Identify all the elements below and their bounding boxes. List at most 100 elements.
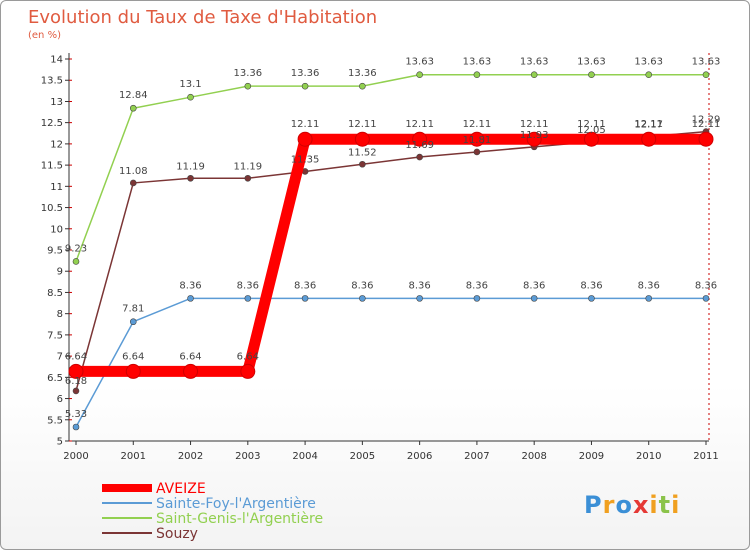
data-label: 6.64 bbox=[237, 351, 259, 362]
series-point bbox=[416, 153, 423, 161]
data-label: 12.11 bbox=[291, 119, 320, 130]
series-point bbox=[354, 131, 370, 147]
x-tick-label: 2008 bbox=[521, 451, 546, 462]
data-label: 13.36 bbox=[348, 68, 377, 79]
series-point bbox=[469, 131, 485, 147]
series-point bbox=[473, 71, 481, 79]
series-point bbox=[129, 179, 137, 187]
data-label: 8.36 bbox=[351, 280, 373, 291]
x-tick-label: 2003 bbox=[235, 451, 260, 462]
y-tick-label: 8 bbox=[57, 309, 63, 320]
y-tick-label: 5.5 bbox=[47, 415, 63, 426]
data-label: 12.11 bbox=[348, 119, 377, 130]
y-tick-label: 8.5 bbox=[47, 288, 63, 299]
y-tick-label: 6 bbox=[57, 394, 63, 405]
data-label: 11.08 bbox=[119, 166, 148, 177]
data-label: 9.23 bbox=[65, 243, 87, 254]
series-point bbox=[187, 93, 194, 101]
series-point bbox=[301, 295, 309, 302]
data-label: 11.93 bbox=[520, 130, 549, 141]
series-point bbox=[129, 104, 137, 112]
series-point bbox=[641, 131, 657, 147]
y-tick-label: 9.5 bbox=[47, 246, 63, 257]
y-tick-label: 5 bbox=[57, 437, 63, 448]
data-label: 6.18 bbox=[65, 376, 87, 387]
data-label: 13.63 bbox=[692, 57, 721, 68]
logo-letter: P bbox=[584, 491, 603, 519]
y-tick-label: 11 bbox=[50, 182, 63, 193]
data-label: 8.36 bbox=[409, 280, 431, 291]
y-tick-label: 10.5 bbox=[41, 203, 63, 214]
series-point bbox=[72, 423, 80, 431]
logo-letter: r bbox=[602, 491, 616, 519]
series-point bbox=[187, 295, 194, 302]
series-point bbox=[702, 71, 710, 79]
x-tick-label: 2009 bbox=[579, 451, 604, 462]
data-label: 13.36 bbox=[291, 68, 320, 79]
data-label: 13.63 bbox=[463, 57, 492, 68]
data-label: 12.11 bbox=[463, 119, 492, 130]
data-label: 6.64 bbox=[122, 351, 144, 362]
series-point bbox=[588, 71, 595, 79]
series-point bbox=[530, 295, 538, 302]
data-label: 12.84 bbox=[119, 90, 148, 101]
series-point bbox=[72, 258, 80, 265]
legend-label: Sainte-Foy-l'Argentière bbox=[156, 496, 316, 512]
data-label: 7.81 bbox=[122, 304, 144, 315]
logo-letter: o bbox=[615, 491, 633, 519]
data-label: 11.81 bbox=[463, 135, 492, 146]
series-point bbox=[240, 363, 256, 379]
unit-label: (en %) bbox=[28, 30, 61, 41]
data-label: 11.19 bbox=[233, 161, 262, 172]
logo-letter: i bbox=[649, 491, 659, 519]
x-tick-label: 2010 bbox=[636, 451, 661, 462]
x-tick-label: 2000 bbox=[63, 451, 88, 462]
y-tick-label: 13.5 bbox=[41, 76, 63, 87]
data-label: 12.17 bbox=[634, 120, 663, 131]
y-tick-label: 13 bbox=[50, 97, 63, 108]
data-label: 11.52 bbox=[348, 147, 377, 158]
data-label: 12.11 bbox=[520, 119, 549, 130]
data-label: 8.36 bbox=[523, 280, 545, 291]
chart-title: Evolution du Taux de Taxe d'Habitation bbox=[28, 7, 378, 28]
series-point bbox=[473, 295, 481, 302]
logo-letter: x bbox=[632, 491, 650, 519]
data-label: 8.36 bbox=[695, 280, 717, 291]
series-point bbox=[588, 295, 595, 302]
data-label: 13.1 bbox=[179, 79, 201, 90]
series-point bbox=[125, 363, 141, 379]
data-label: 11.35 bbox=[291, 154, 320, 165]
series-point bbox=[526, 131, 542, 147]
series-point bbox=[301, 82, 309, 90]
data-label: 5.33 bbox=[65, 409, 87, 420]
data-label: 13.63 bbox=[577, 57, 606, 68]
data-label: 12.29 bbox=[692, 115, 721, 126]
data-label: 12.11 bbox=[577, 119, 606, 130]
x-tick-label: 2002 bbox=[178, 451, 203, 462]
series-point bbox=[645, 71, 653, 79]
series-point bbox=[359, 160, 366, 168]
x-tick-label: 2005 bbox=[350, 451, 375, 462]
series-point bbox=[530, 71, 538, 79]
x-tick-label: 2004 bbox=[292, 451, 317, 462]
series-point bbox=[698, 131, 714, 147]
series-point bbox=[412, 131, 428, 147]
y-tick-label: 12.5 bbox=[41, 118, 63, 129]
series-line bbox=[75, 297, 707, 428]
series-point bbox=[244, 174, 252, 182]
legend-label: Souzy bbox=[156, 526, 198, 542]
series-point bbox=[473, 148, 481, 156]
series-point bbox=[72, 387, 80, 395]
logo-letter: i bbox=[671, 491, 681, 519]
x-tick-label: 2001 bbox=[121, 451, 146, 462]
series-point bbox=[187, 174, 194, 182]
proxiti-logo: Proxiti bbox=[584, 491, 680, 519]
series-point bbox=[129, 318, 137, 326]
data-label: 6.64 bbox=[65, 351, 87, 362]
data-label: 12.11 bbox=[405, 119, 434, 130]
data-label: 13.63 bbox=[634, 57, 663, 68]
data-label: 12.05 bbox=[577, 125, 606, 136]
y-tick-label: 7.5 bbox=[47, 330, 63, 341]
